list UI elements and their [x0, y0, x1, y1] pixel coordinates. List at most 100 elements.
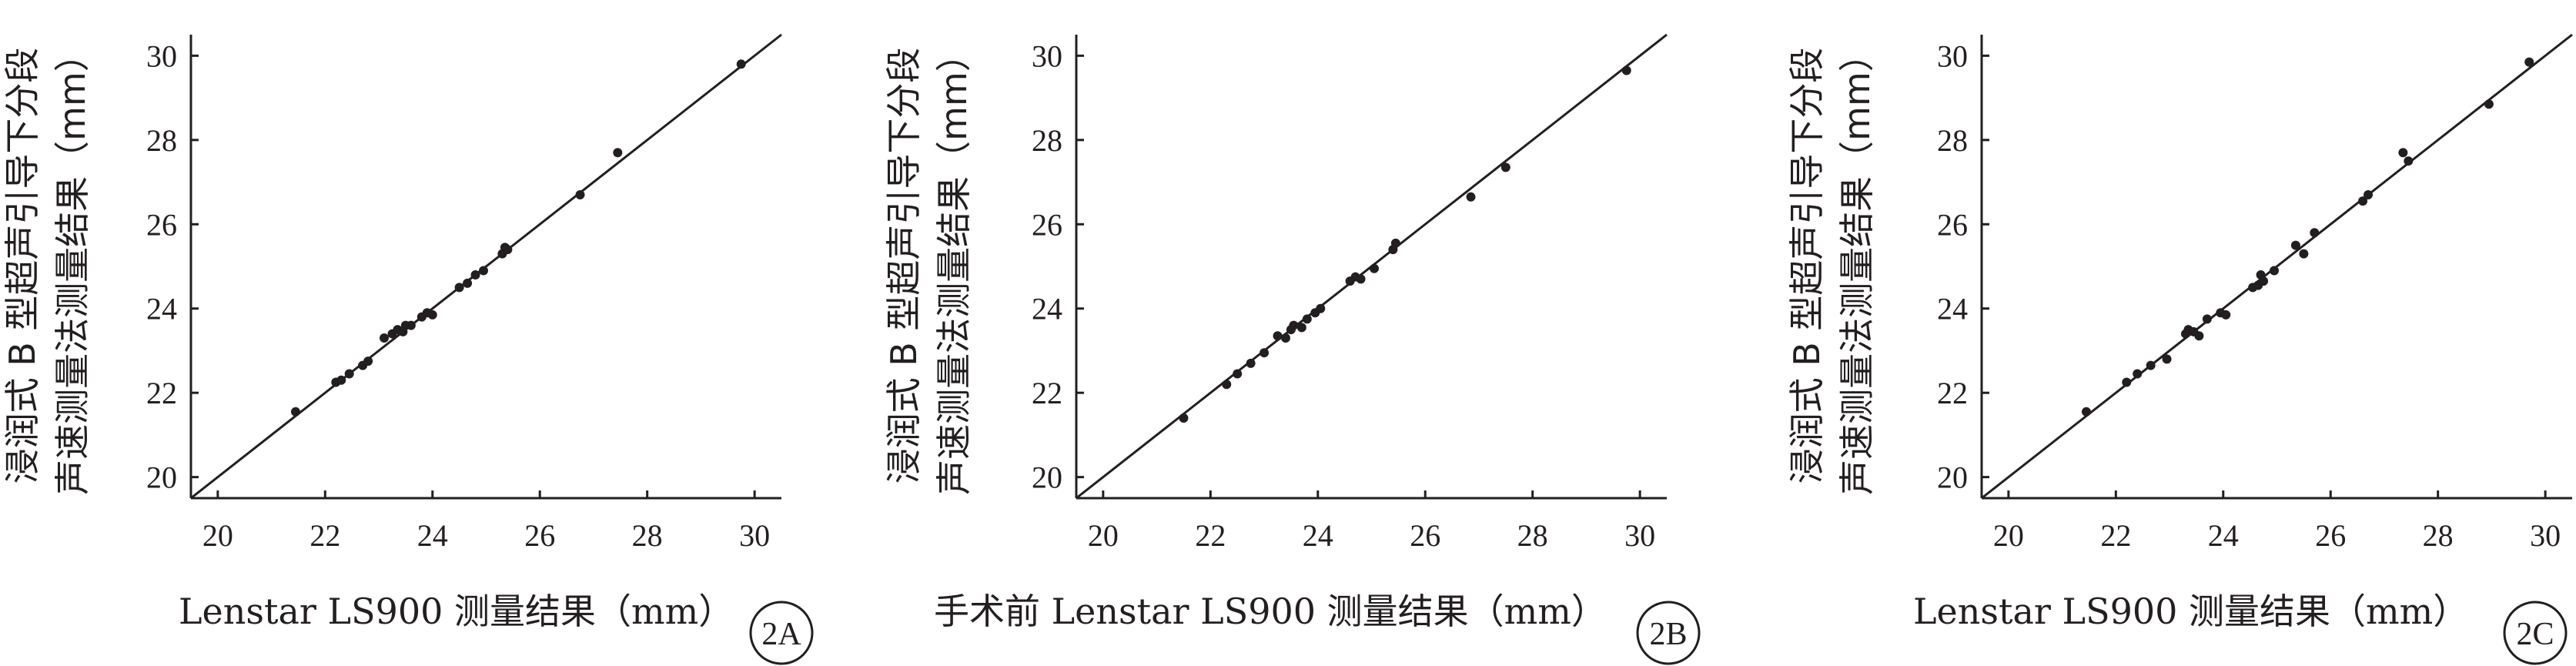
data-point [2290, 240, 2300, 250]
x-tick-label: 28 [1517, 518, 1548, 553]
y-axis-label: 声速测量法测量结果（mm） [1836, 36, 1878, 495]
data-point [2221, 310, 2231, 320]
data-point [2194, 331, 2204, 341]
y-tick-label: 26 [1937, 207, 1968, 242]
data-point [2524, 57, 2534, 67]
data-point [2398, 148, 2408, 158]
x-tick-label: 30 [2530, 518, 2561, 553]
x-tick-label: 20 [1088, 518, 1119, 553]
y-tick-label: 20 [1032, 460, 1062, 495]
panel-label: 2C [2516, 617, 2554, 652]
y-tick-label: 24 [146, 292, 177, 326]
data-point [2484, 99, 2494, 109]
data-point [2310, 228, 2320, 238]
data-point [1289, 320, 1299, 330]
x-tick-label: 30 [739, 518, 770, 553]
x-axis-label: Lenstar LS900 测量结果（mm） [179, 591, 734, 632]
y-tick-label: 22 [146, 376, 177, 410]
data-point [1621, 65, 1631, 75]
data-point [575, 189, 585, 199]
x-tick-label: 28 [2423, 518, 2454, 553]
data-point [1246, 358, 1256, 368]
data-point [2358, 196, 2368, 206]
x-tick-label: 26 [2315, 518, 2346, 553]
y-axis-label: 声速测量法测量结果（mm） [52, 36, 93, 495]
panel-badge-circle [2503, 601, 2568, 665]
y-tick-label: 28 [1032, 123, 1062, 158]
reference-line [190, 33, 782, 500]
reference-line [1981, 33, 2573, 500]
data-point [1390, 238, 1400, 248]
data-point [1233, 369, 1243, 379]
data-point [1273, 331, 1283, 341]
data-point [2364, 189, 2374, 199]
data-point [336, 375, 346, 385]
data-point [427, 310, 437, 320]
data-point [1500, 162, 1510, 172]
x-tick-label: 22 [1195, 518, 1226, 553]
y-tick-label: 30 [1937, 38, 1968, 73]
y-axis-label: 浸润式 B 型超声引导下分段 [1786, 48, 1828, 484]
data-point [406, 320, 416, 330]
x-tick-label: 26 [1410, 518, 1440, 553]
data-point [479, 266, 489, 276]
data-point [2404, 156, 2414, 166]
y-tick-label: 30 [1032, 38, 1062, 73]
x-tick-label: 24 [417, 518, 448, 553]
data-point [2146, 360, 2156, 370]
x-tick-label: 24 [2208, 518, 2239, 553]
y-axis-label: 浸润式 B 型超声引导下分段 [2, 48, 43, 484]
y-tick-label: 26 [1032, 207, 1062, 242]
y-tick-label: 28 [146, 123, 177, 158]
data-point [1179, 413, 1189, 423]
x-tick-label: 20 [1993, 518, 2024, 553]
y-axis-label: 浸润式 B 型超声引导下分段 [883, 48, 925, 484]
data-point [1280, 333, 1290, 343]
y-tick-label: 24 [1937, 292, 1968, 326]
x-tick-label: 28 [632, 518, 663, 553]
data-point [2081, 407, 2091, 417]
panel-label: 2A [761, 617, 801, 652]
y-tick-label: 26 [146, 207, 177, 242]
data-point [2162, 354, 2172, 364]
y-tick-label: 20 [146, 460, 177, 495]
x-tick-label: 20 [202, 518, 233, 553]
data-point [1369, 263, 1379, 273]
chart-panel-2c: 20 22 24 26 28 30 20 22 24 26 28 30 浸润式 B 型超声引导下分段 声速… [1786, 33, 2573, 665]
data-point [463, 278, 473, 288]
panel-badge-circle [1636, 601, 1701, 665]
y-axis-label: 声速测量法测量结果（mm） [933, 36, 975, 495]
data-point [1466, 192, 1476, 202]
data-point [503, 245, 513, 255]
x-tick-label: 26 [524, 518, 555, 553]
x-tick-label: 24 [1303, 518, 1333, 553]
data-point [454, 283, 464, 293]
data-point [2270, 266, 2280, 276]
data-point [2202, 314, 2212, 324]
data-point [736, 59, 746, 69]
data-point [290, 407, 300, 417]
x-tick-label: 22 [309, 518, 340, 553]
data-point [613, 148, 623, 158]
x-axis-label: 手术前 Lenstar LS900 测量结果（mm） [934, 591, 1607, 632]
y-tick-label: 28 [1937, 123, 1968, 158]
y-tick-label: 24 [1032, 292, 1062, 326]
y-tick-label: 30 [146, 38, 177, 73]
x-tick-label: 30 [1624, 518, 1655, 553]
panel-label: 2B [1649, 617, 1687, 652]
x-tick-label: 22 [2100, 518, 2131, 553]
y-tick-label: 22 [1032, 376, 1062, 410]
data-point [363, 356, 373, 366]
x-axis-label: Lenstar LS900 测量结果（mm） [1913, 591, 2468, 632]
data-point [2299, 249, 2309, 259]
data-point [2122, 377, 2132, 387]
data-point [344, 369, 354, 379]
y-tick-label: 20 [1937, 460, 1968, 495]
data-point [1302, 314, 1312, 324]
data-point [2133, 369, 2143, 379]
data-point [2259, 276, 2269, 286]
data-point [1222, 380, 1232, 390]
data-point [1260, 348, 1270, 358]
data-point [1356, 274, 1366, 284]
